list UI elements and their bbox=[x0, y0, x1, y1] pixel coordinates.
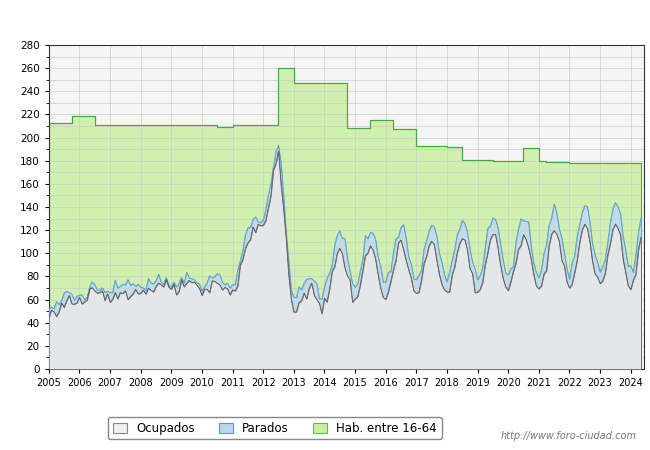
Text: la Granja de la Costera - Evolucion de la poblacion en edad de Trabajar Mayo de : la Granja de la Costera - Evolucion de l… bbox=[38, 14, 612, 27]
Legend: Ocupados, Parados, Hab. entre 16-64: Ocupados, Parados, Hab. entre 16-64 bbox=[108, 417, 441, 440]
Text: http://www.foro-ciudad.com: http://www.foro-ciudad.com bbox=[501, 431, 637, 441]
Text: FORO-CIUDAD.COM: FORO-CIUDAD.COM bbox=[225, 213, 467, 233]
